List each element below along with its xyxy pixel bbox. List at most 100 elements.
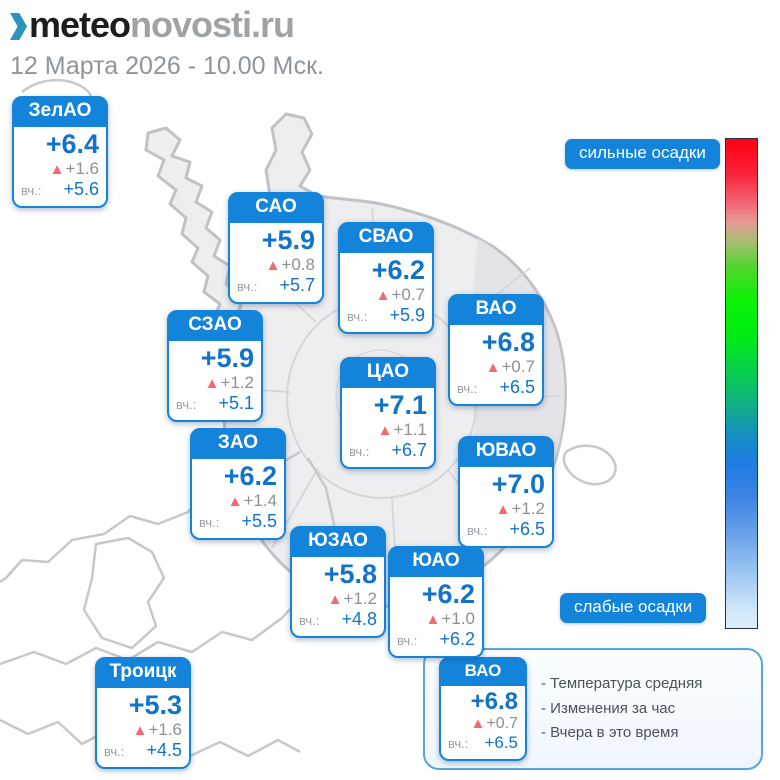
district-card[interactable]: ВАО +6.8 ▲+0.7 вч.: +6.5 — [448, 294, 544, 407]
legend-line-yesterday: - Вчера в это время — [541, 724, 679, 742]
yesterday-label: вч.: — [104, 743, 125, 759]
logo-text-bold: meteo — [29, 4, 131, 45]
weak-precipitation-label: слабые осадки — [560, 593, 707, 623]
district-change-row: ▲+1.6 — [104, 720, 182, 740]
precipitation-color-scale — [725, 138, 758, 629]
yesterday-label: вч.: — [457, 380, 478, 396]
district-yesterday-row: вч.: +6.5 — [467, 519, 545, 541]
district-temperature: +6.2 — [223, 461, 277, 491]
legend-box: ВАО +6.8 ▲+0.7 вч.: +6.5 - Температура ср… — [423, 648, 763, 770]
logo-text-gray: novosti.ru — [130, 4, 295, 45]
district-change: +1.2 — [220, 373, 254, 393]
district-yesterday: +5.6 — [63, 178, 99, 199]
district-name: ЮЗАО — [291, 527, 385, 557]
district-card[interactable]: Троицк +5.3 ▲+1.6 вч.: +4.5 — [95, 657, 191, 770]
district-card-body: +6.8 ▲+0.7 вч.: +6.5 — [441, 686, 525, 760]
district-yesterday: +5.1 — [218, 392, 254, 413]
district-yesterday-row: вч.: +5.6 — [21, 179, 99, 201]
legend-line-temp: - Температура средняя — [541, 674, 703, 692]
district-change: +1.2 — [343, 589, 377, 609]
district-temperature: +6.8 — [481, 327, 535, 357]
district-change-row: ▲+1.2 — [467, 499, 545, 519]
up-triangle-icon: ▲ — [375, 287, 391, 305]
district-card[interactable]: ЮАО +6.2 ▲+1.0 вч.: +6.2 — [388, 546, 484, 659]
district-yesterday: +4.5 — [146, 739, 182, 760]
district-temperature: +6.8 — [470, 687, 518, 715]
district-name: ВАО — [449, 295, 543, 325]
district-card-body: +5.3 ▲+1.6 вч.: +4.5 — [97, 688, 189, 767]
yesterday-label: вч.: — [347, 308, 368, 324]
district-change-row: ▲+1.1 — [349, 420, 427, 440]
district-change: +1.6 — [148, 720, 182, 740]
yesterday-label: вч.: — [199, 514, 220, 530]
up-triangle-icon: ▲ — [327, 591, 343, 609]
up-triangle-icon: ▲ — [132, 722, 148, 740]
district-card[interactable]: ЗАО +6.2 ▲+1.4 вч.: +5.5 — [190, 428, 286, 541]
up-triangle-icon: ▲ — [425, 611, 441, 629]
district-yesterday-row: вч.: +4.5 — [104, 740, 182, 762]
district-change: +0.7 — [501, 357, 535, 377]
up-triangle-icon: ▲ — [377, 422, 393, 440]
district-card[interactable]: ЮВАО +7.0 ▲+1.2 вч.: +6.5 — [458, 436, 554, 549]
district-change: +0.8 — [281, 255, 315, 275]
district-card[interactable]: СВАО +6.2 ▲+0.7 вч.: +5.9 — [338, 222, 434, 335]
district-temperature: +6.2 — [421, 579, 475, 609]
district-card-body: +6.2 ▲+1.0 вч.: +6.2 — [390, 577, 482, 656]
datetime-label: 12 Марта 2026 - 10.00 Мск. — [10, 52, 324, 80]
district-yesterday: +6.5 — [509, 518, 545, 539]
site-logo[interactable]: meteonovosti.ru — [10, 4, 295, 46]
district-temperature: +5.9 — [200, 343, 254, 373]
up-triangle-icon: ▲ — [470, 714, 486, 732]
district-change: +1.4 — [243, 491, 277, 511]
district-yesterday: +6.5 — [484, 732, 518, 752]
district-name: ЮВАО — [459, 437, 553, 467]
district-yesterday-row: вч.: +6.2 — [397, 629, 475, 651]
district-card[interactable]: СЗАО +5.9 ▲+1.2 вч.: +5.1 — [167, 310, 263, 423]
yesterday-label: вч.: — [299, 612, 320, 628]
district-temperature: +7.0 — [491, 469, 545, 499]
up-triangle-icon: ▲ — [227, 493, 243, 511]
district-name: Троицк — [96, 658, 190, 688]
district-change-row: ▲+1.0 — [397, 609, 475, 629]
district-name: САО — [229, 193, 323, 223]
yesterday-label: вч.: — [448, 735, 469, 751]
district-card-body: +6.4 ▲+1.6 вч.: +5.6 — [14, 127, 106, 206]
district-change: +0.7 — [486, 714, 518, 732]
up-triangle-icon: ▲ — [495, 501, 511, 519]
district-card[interactable]: ЦАО +7.1 ▲+1.1 вч.: +6.7 — [340, 357, 436, 470]
district-name: ЮАО — [389, 547, 483, 577]
district-yesterday-row: вч.: +5.9 — [347, 305, 425, 327]
district-card[interactable]: САО +5.9 ▲+0.8 вч.: +5.7 — [228, 192, 324, 305]
yesterday-label: вч.: — [21, 182, 42, 198]
new-moscow-borders — [0, 450, 336, 758]
district-card-body: +5.9 ▲+0.8 вч.: +5.7 — [230, 223, 322, 302]
yesterday-label: вч.: — [176, 396, 197, 412]
yesterday-label: вч.: — [349, 443, 370, 459]
district-name: ЗАО — [191, 429, 285, 459]
district-card-body: +5.9 ▲+1.2 вч.: +5.1 — [169, 341, 261, 420]
district-card-body: +6.2 ▲+1.4 вч.: +5.5 — [192, 459, 284, 538]
yesterday-label: вч.: — [237, 278, 258, 294]
logo-chevron-icon — [10, 13, 27, 40]
legend-lines: - Температура средняя - Изменения за час… — [541, 672, 702, 746]
district-yesterday-row: вч.: +5.5 — [199, 511, 277, 533]
district-change: +0.7 — [391, 285, 425, 305]
district-card-body: +6.8 ▲+0.7 вч.: +6.5 — [450, 325, 542, 404]
district-change-row: ▲+0.8 — [237, 255, 315, 275]
district-yesterday-row: вч.: +6.5 — [457, 377, 535, 399]
district-change-row: ▲+0.7 — [457, 357, 535, 377]
district-card-body: +7.0 ▲+1.2 вч.: +6.5 — [460, 467, 552, 546]
district-yesterday-row: вч.: +6.7 — [349, 440, 427, 462]
district-change: +1.2 — [511, 499, 545, 519]
district-change: +1.0 — [441, 609, 475, 629]
district-temperature: +5.8 — [323, 559, 377, 589]
district-yesterday: +6.2 — [439, 628, 475, 649]
district-yesterday-row: вч.: +6.5 — [448, 733, 518, 753]
district-card[interactable]: ЗелАО +6.4 ▲+1.6 вч.: +5.6 — [12, 96, 108, 209]
district-name: СВАО — [339, 223, 433, 253]
district-card-body: +6.2 ▲+0.7 вч.: +5.9 — [340, 253, 432, 332]
district-change-row: ▲+0.7 — [347, 285, 425, 305]
district-change: +1.1 — [393, 420, 427, 440]
district-card[interactable]: ЮЗАО +5.8 ▲+1.2 вч.: +4.8 — [290, 526, 386, 639]
